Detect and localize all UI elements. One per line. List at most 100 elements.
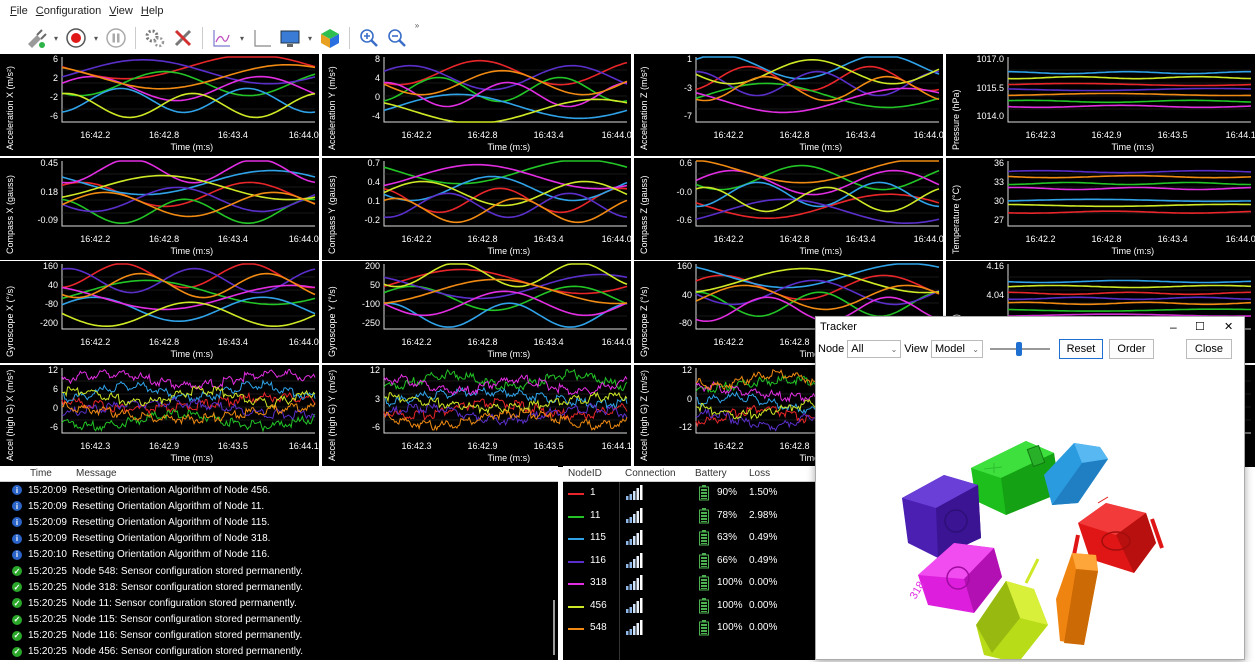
log-list: i 15:20:09 Resetting Orientation Algorithm… (0, 482, 558, 660)
sensor-plot[interactable]: Temperature (°C) 36 33 30 27 16:42.2 16:42.8 16… (946, 158, 1255, 260)
zoom-in-icon[interactable] (357, 26, 381, 50)
log-row[interactable]: ✓ 15:20:25 Node 11: Sensor configuration s… (0, 595, 558, 611)
minimize-icon[interactable]: – (1170, 320, 1177, 334)
plot-trace (383, 386, 628, 410)
plot-trace (1007, 308, 1251, 312)
sensor-plot[interactable]: Pressure (hPa) 1017.0 1015.5 1014.0 16:42.3 1… (946, 54, 1255, 156)
y-tick-label: 8 (374, 54, 380, 64)
cube-icon[interactable] (318, 26, 342, 50)
close-icon[interactable]: ✕ (1224, 321, 1234, 333)
header-loss[interactable]: Loss (749, 468, 771, 479)
log-row[interactable]: ✓ 15:20:25 Node 115: Sensor configuration … (0, 612, 558, 628)
menu-view[interactable]: View (109, 5, 133, 17)
chevron-down-icon[interactable]: ▾ (93, 33, 98, 43)
menu-file[interactable]: File (10, 5, 28, 17)
y-axis-label: Temperature (°C) (951, 184, 961, 254)
sensor-plot[interactable]: Gyroscope Y (°/s) 200 50 -100 -250 16:42.2 16:… (322, 261, 631, 363)
pause-icon[interactable] (104, 26, 128, 50)
log-row[interactable]: i 15:20:09 Resetting Orientation Algorithm… (0, 531, 558, 547)
sensor-plot[interactable]: Compass X (gauss) 0.45 0.18 -0.09 16:42.2 16:… (0, 158, 319, 260)
log-row[interactable]: i 15:20:09 Resetting Orientation Algorithm… (0, 482, 558, 498)
chevron-down-icon[interactable]: ▾ (307, 33, 312, 43)
sensor-plot[interactable]: Compass Y (gauss) 0.7 0.4 0.1 -0.2 16:42.2 16:… (322, 158, 631, 260)
order-button[interactable]: Order (1108, 339, 1154, 359)
y-tick-label: 40 (681, 289, 692, 300)
plot-trace (695, 267, 940, 294)
toolbar-overflow[interactable]: » (414, 21, 420, 30)
plot-trace (383, 273, 628, 300)
monitor-icon[interactable] (278, 26, 302, 50)
record-icon[interactable] (64, 26, 88, 50)
plot-trace (383, 290, 628, 317)
tracker-title: Tracker (820, 321, 857, 333)
header-connection[interactable]: Connection (625, 468, 676, 479)
reset-button[interactable]: Reset (1058, 339, 1103, 359)
sensor-plot[interactable]: Accel (high G) X (m/s²) 12 6 0 -6 16:42.3 16:4… (0, 365, 319, 467)
close-button[interactable]: Close (1185, 339, 1232, 359)
node-select[interactable]: All ⌄ (847, 340, 902, 358)
connect-icon[interactable] (24, 26, 48, 50)
header-battery[interactable]: Battery (695, 468, 727, 479)
node-color-line (568, 560, 584, 563)
node-row[interactable]: 1 90% 1.50% (563, 482, 823, 505)
view-slider[interactable] (989, 340, 1050, 358)
log-scrollbar[interactable] (553, 600, 555, 655)
tools-icon[interactable] (171, 26, 195, 50)
plot-trace (61, 272, 316, 299)
header-nodeid[interactable]: NodeID (568, 468, 602, 479)
log-header-message[interactable]: Message (76, 468, 117, 479)
sensor-plot[interactable]: Accel (high G) Y (m/s²) 12 3 -6 16:42.3 16:42… (322, 365, 631, 467)
log-row[interactable]: ✓ 15:20:25 Node 548: Sensor configuration … (0, 563, 558, 579)
log-header-time[interactable]: Time (30, 468, 52, 479)
sensor-plot[interactable]: Acceleration Z (m/s²) 1 -3 -7 16:42.2 16:42.8… (634, 54, 943, 156)
plot-trace (1007, 284, 1252, 289)
node-row[interactable]: 116 66% 0.49% (563, 550, 823, 573)
sensor-model-318 (918, 543, 1002, 613)
menu-configuration[interactable]: Configuration (35, 5, 102, 17)
x-axis-title: Time (m:s) (487, 349, 531, 359)
chevron-down-icon[interactable]: ▾ (239, 33, 244, 43)
sensor-plot[interactable]: Gyroscope X (°/s) 160 40 -80 -200 16:42.2 16:4… (0, 261, 319, 363)
log-row[interactable]: ✓ 15:20:25 Node 456: Sensor configuration … (0, 644, 558, 660)
node-row[interactable]: 456 100% 0.00% (563, 595, 823, 618)
check-icon: ✓ (12, 614, 22, 625)
y-tick-label: 6 (52, 384, 58, 394)
slider-thumb[interactable] (1015, 342, 1022, 356)
plot-trace (383, 302, 628, 328)
tracker-3d-view[interactable]: 318 (816, 363, 1244, 662)
x-tick-label: 16:42.8 (779, 441, 810, 451)
battery-value: 100% (717, 599, 743, 611)
x-tick-label: 16:42.2 (713, 234, 744, 244)
x-tick-label: 16:42.8 (149, 130, 180, 140)
chart-icon[interactable] (210, 26, 234, 50)
node-row[interactable]: 11 78% 2.98% (563, 505, 823, 528)
loss-value: 2.98% (749, 509, 778, 521)
view-select[interactable]: Model ⌄ (930, 340, 983, 358)
y-axis-label: Accel (high G) Z (m/s²) (639, 369, 649, 461)
log-row[interactable]: i 15:20:10 Resetting Orientation Algorithm… (0, 547, 558, 563)
zoom-out-icon[interactable] (385, 26, 409, 50)
settings-icon[interactable] (143, 26, 167, 50)
sensor-plot[interactable]: Acceleration X (m/s²) 6 2 -2 -6 16:42.2 16:42.… (0, 54, 319, 156)
plot-trace (1008, 181, 1251, 186)
line-icon[interactable] (250, 26, 274, 50)
plot-trace (383, 180, 628, 207)
node-color-line (568, 583, 584, 585)
x-tick-label: 16:42.8 (779, 234, 810, 244)
log-row[interactable]: ✓ 15:20:25 Node 318: Sensor configuration … (0, 579, 558, 595)
node-row[interactable]: 318 100% 0.00% (563, 572, 823, 595)
log-row[interactable]: i 15:20:09 Resetting Orientation Algorithm… (0, 498, 558, 514)
x-tick-label: 16:43.4 (217, 130, 248, 140)
node-id: 456 (590, 599, 607, 611)
log-row[interactable]: ✓ 15:20:25 Node 116: Sensor configuration … (0, 628, 558, 644)
menu-help[interactable]: Help (140, 5, 164, 17)
node-row[interactable]: 548 100% 0.00% (563, 617, 823, 640)
chevron-down-icon[interactable]: ▾ (53, 33, 58, 43)
plot-trace (383, 397, 628, 421)
sensor-plot[interactable]: Compass Z (gauss) 0.6 -0.0 -0.6 16:42.2 16:42… (634, 158, 943, 260)
sensor-plot[interactable]: Acceleration Y (m/s²) 8 4 0 -4 16:42.2 16:42.8… (322, 54, 631, 156)
x-axis-title: Time (m:s) (487, 246, 531, 256)
node-row[interactable]: 115 63% 0.49% (563, 527, 823, 550)
log-row[interactable]: i 15:20:09 Resetting Orientation Algorithm… (0, 514, 558, 530)
maximize-icon[interactable]: ☐ (1195, 321, 1205, 333)
